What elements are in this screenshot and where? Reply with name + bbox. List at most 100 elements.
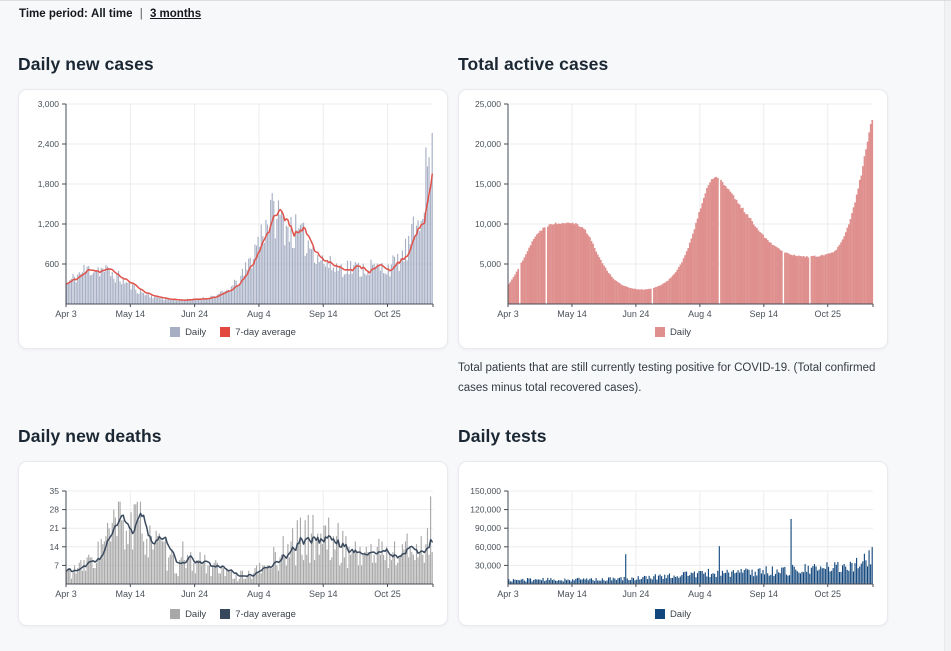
daily-new-cases-card: 600 1,200 1,800 2,400 3,000 Apr 3 May 14 Jun 24…	[18, 89, 448, 349]
chart-title-daily-tests: Daily tests	[458, 426, 547, 446]
svg-text:May 14: May 14	[557, 589, 587, 599]
legend-label: Daily	[669, 608, 692, 620]
svg-text:Aug 4: Aug 4	[688, 309, 712, 319]
svg-text:28: 28	[50, 505, 60, 515]
daily-tests-legend: Daily	[459, 604, 887, 624]
y-axis-labels: 7 14 21 28 35	[50, 486, 60, 570]
svg-text:15,000: 15,000	[475, 179, 501, 189]
legend-label: 7-day average	[235, 326, 296, 338]
y-axis-labels: 30,000 60,000 90,000 120,000 150,000	[470, 486, 501, 570]
svg-text:600: 600	[45, 259, 59, 269]
time-period-label: Time period:	[19, 8, 88, 20]
x-axis-labels: Apr 3 May 14 Jun 24 Aug 4 Sep 14 Oct 25	[55, 309, 401, 319]
svg-text:May 14: May 14	[557, 309, 587, 319]
gridlines	[66, 103, 433, 304]
svg-text:10,000: 10,000	[475, 219, 501, 229]
axes	[62, 490, 434, 587]
daily-tests-card: 30,000 60,000 90,000 120,000 150,000 Apr 3 May…	[458, 461, 888, 626]
svg-text:2,400: 2,400	[38, 139, 60, 149]
svg-text:Oct 25: Oct 25	[815, 309, 842, 319]
legend-swatch	[220, 327, 231, 337]
legend-item-daily[interactable]: Daily	[654, 608, 692, 620]
svg-text:150,000: 150,000	[470, 486, 501, 496]
svg-text:20,000: 20,000	[475, 139, 501, 149]
x-axis-labels: Apr 3 May 14 Jun 24 Aug 4 Sep 14 Oct 25	[497, 309, 841, 319]
svg-text:Oct 25: Oct 25	[374, 589, 401, 599]
bars-series-daily	[508, 120, 874, 304]
axes	[62, 103, 434, 307]
legend-swatch	[654, 609, 665, 619]
legend-swatch	[654, 327, 665, 337]
total-active-cases-caption: Total patients that are still currently …	[458, 362, 876, 394]
daily-new-cases-block: Daily new cases 600 1,200 1,800 2,400 3,000 A…	[18, 53, 448, 349]
daily-new-cases-plot[interactable]: 600 1,200 1,800 2,400 3,000 Apr 3 May 14 Jun 24…	[19, 92, 448, 322]
x-axis-labels: Apr 3 May 14 Jun 24 Aug 4 Sep 14 Oct 25	[497, 589, 841, 599]
svg-text:1,800: 1,800	[38, 179, 60, 189]
svg-text:Jun 24: Jun 24	[622, 589, 649, 599]
legend-item-7-day-average[interactable]: 7-day average	[220, 327, 296, 338]
svg-text:Oct 25: Oct 25	[815, 589, 842, 599]
axes	[504, 103, 874, 307]
time-period-current-all-time: All time	[91, 8, 133, 20]
daily-tests-plot[interactable]: 30,000 60,000 90,000 120,000 150,000 Apr 3 May…	[459, 464, 888, 604]
gridlines	[508, 490, 873, 584]
svg-text:Apr 3: Apr 3	[497, 589, 519, 599]
svg-text:21: 21	[50, 523, 60, 533]
svg-text:Sep 14: Sep 14	[750, 589, 779, 599]
svg-text:Jun 24: Jun 24	[181, 589, 208, 599]
time-period-divider: |	[139, 8, 143, 20]
total-active-cases-plot[interactable]: 5,000 10,000 15,000 20,000 25,000 Apr 3 May 14…	[459, 92, 888, 322]
total-active-cases-card: 5,000 10,000 15,000 20,000 25,000 Apr 3 May 14…	[458, 89, 888, 349]
bars-series-daily	[508, 518, 873, 584]
time-period-link-3-months[interactable]: 3 months	[149, 8, 202, 20]
x-axis-labels: Apr 3 May 14 Jun 24 Aug 4 Sep 14 Oct 25	[55, 589, 401, 599]
svg-text:30,000: 30,000	[475, 560, 501, 570]
scrollbar-track[interactable]	[944, 1, 951, 651]
daily-new-deaths-card: 7 14 21 28 35 Apr 3 May 14 Jun 24 Aug 4 Sep 14 Oct…	[18, 461, 448, 626]
svg-text:May 14: May 14	[116, 589, 146, 599]
svg-text:7: 7	[54, 560, 59, 570]
daily-new-deaths-plot[interactable]: 7 14 21 28 35 Apr 3 May 14 Jun 24 Aug 4 Sep 14 Oct…	[19, 464, 448, 604]
y-axis-labels: 5,000 10,000 15,000 20,000 25,000	[475, 99, 501, 269]
legend-item-7-day-average[interactable]: 7-day average	[220, 609, 296, 620]
svg-text:Aug 4: Aug 4	[247, 589, 271, 599]
svg-text:Jun 24: Jun 24	[181, 309, 208, 319]
svg-text:90,000: 90,000	[475, 523, 501, 533]
chart-title-daily-new-deaths: Daily new deaths	[18, 426, 162, 446]
chart-title-daily-new-cases: Daily new cases	[18, 54, 154, 74]
chart-title-total-active-cases: Total active cases	[458, 54, 609, 74]
daily-new-deaths-legend: Daily 7-day average	[19, 604, 447, 624]
total-active-cases-block: Total active cases 5,000 10,000 15,000 20,0…	[458, 53, 888, 398]
legend-swatch	[220, 609, 231, 619]
svg-text:Aug 4: Aug 4	[688, 589, 712, 599]
total-active-cases-legend: Daily	[459, 322, 887, 342]
svg-text:1,200: 1,200	[38, 219, 60, 229]
svg-text:Apr 3: Apr 3	[497, 309, 519, 319]
legend-label: Daily	[669, 326, 692, 338]
svg-text:35: 35	[50, 486, 60, 496]
svg-text:120,000: 120,000	[470, 505, 501, 515]
svg-text:Apr 3: Apr 3	[55, 309, 77, 319]
svg-text:14: 14	[50, 542, 60, 552]
svg-text:May 14: May 14	[116, 309, 146, 319]
bars-series-daily	[66, 132, 433, 304]
svg-text:Sep 14: Sep 14	[309, 309, 338, 319]
svg-text:Sep 14: Sep 14	[750, 309, 779, 319]
legend-item-daily[interactable]: Daily	[170, 327, 206, 338]
svg-text:60,000: 60,000	[475, 542, 501, 552]
legend-item-daily[interactable]: Daily	[170, 609, 206, 620]
legend-label: Daily	[185, 326, 207, 338]
svg-text:Apr 3: Apr 3	[55, 589, 77, 599]
svg-text:25,000: 25,000	[475, 99, 501, 109]
legend-swatch	[170, 609, 181, 619]
svg-text:Jun 24: Jun 24	[622, 309, 649, 319]
svg-text:3,000: 3,000	[38, 99, 60, 109]
legend-item-daily[interactable]: Daily	[654, 326, 692, 338]
svg-text:5,000: 5,000	[480, 259, 502, 269]
bars-series-daily	[66, 496, 433, 584]
seven-day-average-line	[66, 512, 433, 578]
svg-text:Sep 14: Sep 14	[309, 589, 338, 599]
svg-text:Oct 25: Oct 25	[374, 309, 401, 319]
gridlines	[66, 490, 433, 584]
time-period-bar: Time period: All time | 3 months	[19, 8, 201, 20]
